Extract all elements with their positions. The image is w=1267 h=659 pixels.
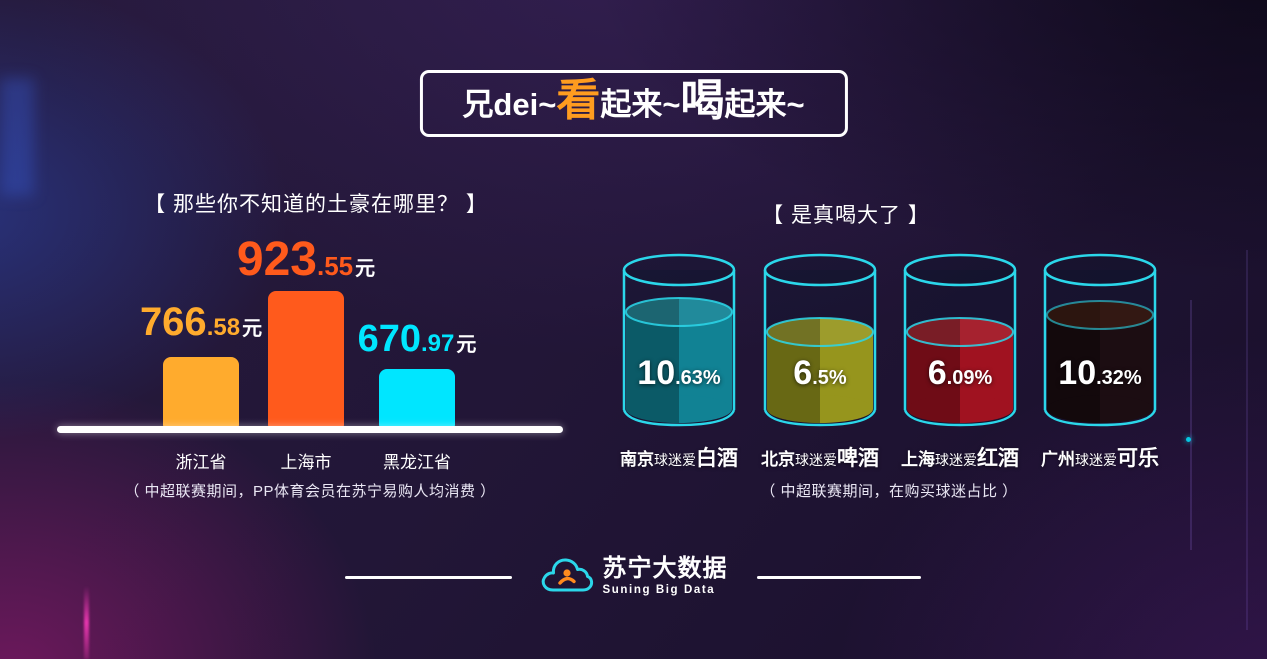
bar-value-int: 923 — [236, 233, 317, 286]
cup-percent-label: 10.32% — [1041, 356, 1159, 390]
cup-percent-dec: .09 — [946, 367, 975, 389]
cup-connector: 球迷爱 — [1075, 452, 1117, 468]
cup-percent-sign: % — [974, 367, 993, 389]
cups-chart-caption: （ 中超联赛期间，在购买球迷占比 ） — [760, 483, 1018, 500]
bar-category-label: 浙江省 — [175, 453, 227, 472]
title-part: 兄dei~ — [462, 87, 557, 122]
cup-percent-sign: % — [702, 367, 721, 389]
cup-drink: 红酒 — [977, 447, 1019, 470]
cup-liquid — [767, 318, 873, 423]
bar-value-unit: 元 — [456, 334, 477, 356]
suning-cloud-icon — [541, 558, 593, 592]
bar-category-label: 上海市 — [280, 453, 332, 472]
cup-city: 上海 — [901, 450, 935, 469]
bar-value-int: 766 — [139, 300, 207, 344]
cup-percent-int: 6 — [927, 354, 947, 392]
cup-percent-dec: .32 — [1096, 367, 1124, 389]
cup-percent-dec: .5 — [812, 367, 829, 389]
cup-percent-label: 10.63% — [620, 356, 738, 390]
title-banner: 兄dei~看起来~喝起来~ — [419, 70, 848, 137]
cup-caption-label: 上海球迷爱红酒 — [901, 442, 1019, 472]
bg-streak-magenta — [84, 586, 89, 659]
bar-category-label: 黑龙江省 — [383, 453, 451, 472]
bg-streak-right-2 — [1246, 250, 1248, 630]
bar-value-label: 670.97 元 — [358, 320, 477, 358]
cup-percent-int: 10 — [1058, 354, 1097, 392]
cup-beijing-beer: 6.5% 北京球迷爱啤酒 — [761, 252, 879, 482]
cup-caption-label: 北京球迷爱啤酒 — [761, 442, 879, 472]
cup-percent-int: 10 — [637, 354, 676, 392]
brand-logo-block: 苏宁大数据 Suning Big Data — [540, 552, 728, 600]
cup-percent-sign: % — [1123, 367, 1142, 389]
bar-chart-baseline — [57, 426, 563, 433]
bar-value-unit: 元 — [355, 258, 376, 280]
cup-percent-label: 6.5% — [761, 356, 879, 390]
cup-caption-label: 南京球迷爱白酒 — [620, 442, 738, 472]
bar-value-label: 766.58 元 — [140, 302, 262, 342]
brand-text: 苏宁大数据 Suning Big Data — [602, 554, 728, 597]
brand-name-en: Suning Big Data — [602, 584, 716, 597]
cup-glass-graphic — [903, 253, 1017, 427]
bar-value-label: 923.55 元 — [237, 236, 375, 284]
title-part: 起来~ — [600, 87, 681, 122]
bar-value-int: 670 — [357, 318, 422, 360]
cup-liquid — [907, 318, 1013, 423]
bar-zhejiang — [163, 357, 239, 428]
cup-percent-sign: % — [828, 367, 847, 389]
cup-guangzhou-cola: 10.32% 广州球迷爱可乐 — [1041, 252, 1159, 482]
bar-heilongjiang — [379, 369, 455, 428]
bar-chart-title: 【 那些你不知道的土豪在哪里？ 】 — [144, 193, 488, 216]
cup-caption-label: 广州球迷爱可乐 — [1041, 442, 1159, 472]
cup-city: 广州 — [1041, 450, 1075, 469]
cup-drink: 白酒 — [696, 447, 738, 470]
cup-connector: 球迷爱 — [795, 452, 837, 468]
cup-glass-graphic — [622, 253, 736, 427]
cup-liquid — [626, 298, 732, 423]
bar-value-dec: .55 — [316, 251, 354, 281]
cup-city: 南京 — [620, 450, 654, 469]
brand-name-cn: 苏宁大数据 — [602, 554, 728, 582]
footer-divider-left — [345, 576, 512, 579]
cup-percent-int: 6 — [793, 354, 813, 392]
bg-dot-cyan — [1186, 437, 1191, 442]
cup-drink: 啤酒 — [837, 447, 879, 470]
cup-drink: 可乐 — [1117, 447, 1159, 470]
bar-shanghai — [268, 291, 344, 428]
cup-glass-graphic — [763, 253, 877, 427]
bar-value-dec: .97 — [421, 330, 455, 357]
cup-connector: 球迷爱 — [935, 452, 977, 468]
bar-value-unit: 元 — [242, 318, 263, 340]
title-emphasis-kan: 看 — [556, 76, 601, 125]
cup-percent-label: 6.09% — [901, 356, 1019, 390]
cups-chart-title: 【 是真喝大了 】 — [762, 204, 930, 227]
cup-liquid — [1047, 301, 1153, 423]
cup-percent-dec: .63 — [675, 367, 703, 389]
bg-glow-blue — [0, 78, 34, 196]
cup-glass-graphic — [1043, 253, 1157, 427]
cup-nanjing-baijiu: 10.63% 南京球迷爱白酒 — [620, 252, 738, 482]
title-part: 起来~ — [724, 87, 805, 122]
bar-chart-caption: （ 中超联赛期间，PP体育会员在苏宁易购人均消费 ） — [124, 483, 496, 500]
cup-connector: 球迷爱 — [654, 452, 696, 468]
bar-value-dec: .58 — [206, 314, 241, 341]
bg-streak-right-1 — [1190, 300, 1192, 550]
cup-shanghai-redwine: 6.09% 上海球迷爱红酒 — [901, 252, 1019, 482]
footer-divider-right — [757, 576, 921, 579]
cup-city: 北京 — [761, 450, 795, 469]
title-emphasis-he: 喝 — [680, 76, 725, 125]
